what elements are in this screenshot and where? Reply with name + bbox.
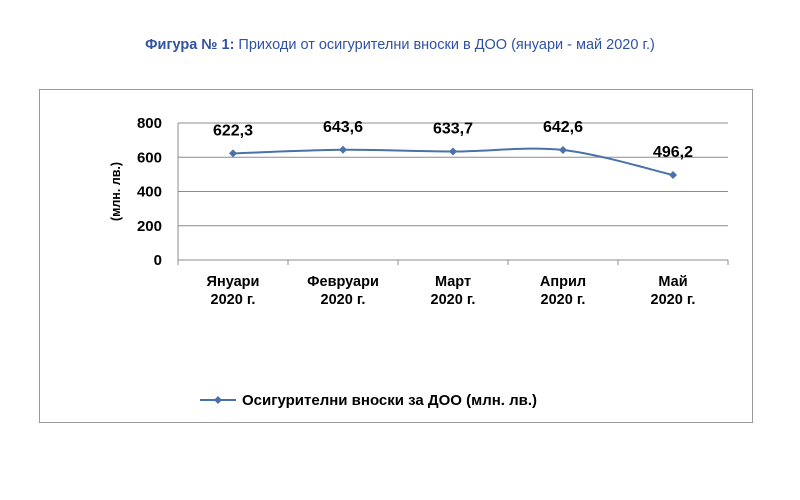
y-tick-label: 800 xyxy=(137,115,162,132)
legend-label: Осигурителни вноски за ДОО (млн. лв.) xyxy=(242,392,537,409)
data-label: 496,2 xyxy=(653,144,693,161)
x-tick-label: Май 2020 г. xyxy=(651,274,696,308)
y-tick-label: 200 xyxy=(137,218,162,235)
data-label: 642,6 xyxy=(543,119,583,136)
y-tick-label: 400 xyxy=(137,184,162,201)
chart-frame: 0 200 400 600 800 (млн. лв.) Януари 2020 г. Февр… xyxy=(39,89,753,423)
data-label: 643,6 xyxy=(323,119,363,136)
line-chart: 0 200 400 600 800 (млн. лв.) Януари 2020 г. Февр… xyxy=(109,115,729,409)
figure-title-lead: Фигура № 1: xyxy=(145,37,235,53)
y-tick-label: 0 xyxy=(154,252,162,269)
figure-title-text: Приходи от осигурителни вноски в ДОО (ян… xyxy=(234,37,655,53)
data-point xyxy=(559,145,567,154)
x-tick-label: Януари 2020 г. xyxy=(207,274,260,308)
x-tick-label: Февруари 2020 г. xyxy=(307,274,379,308)
figure-title: Фигура № 1: Приходи от осигурителни внос… xyxy=(0,37,800,53)
data-point xyxy=(229,149,237,158)
legend-marker xyxy=(214,396,222,404)
x-tick-label: Април 2020 г. xyxy=(540,274,586,308)
data-label: 633,7 xyxy=(433,120,473,137)
x-tick-label: Март 2020 г. xyxy=(431,274,476,308)
data-point xyxy=(339,145,347,154)
y-axis-title: (млн. лв.) xyxy=(109,162,123,221)
data-point xyxy=(449,147,457,156)
y-tick-label: 600 xyxy=(137,149,162,166)
data-label: 622,3 xyxy=(213,122,253,139)
data-point xyxy=(669,171,677,180)
